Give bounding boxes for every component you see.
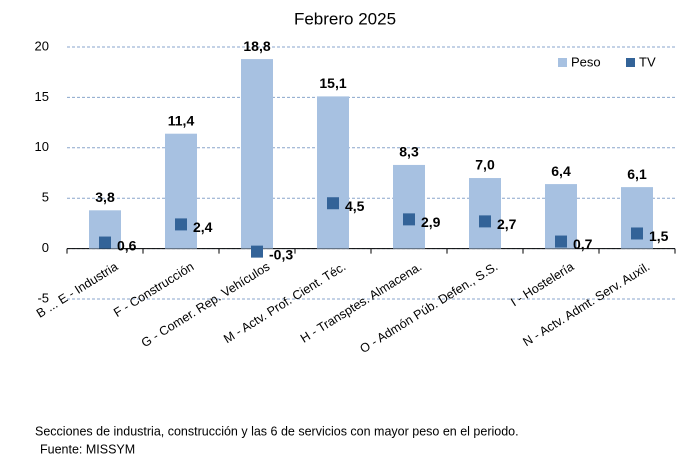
- legend-swatch: [558, 58, 567, 67]
- x-tick-label: O - Admón Púb. Defen., S.S.: [357, 259, 500, 356]
- tv-marker: [403, 213, 415, 226]
- bar-label: 7,0: [475, 157, 495, 173]
- y-tick-label: 20: [35, 38, 49, 53]
- y-tick-label: 0: [42, 240, 49, 255]
- bar: [393, 164, 425, 249]
- y-tick-label: 10: [35, 139, 49, 154]
- tv-marker: [175, 218, 187, 231]
- bar-label: 6,4: [551, 163, 571, 179]
- x-tick-label: M - Actv. Prof. Cient. Téc.: [221, 259, 348, 346]
- tv-marker: [251, 245, 263, 258]
- y-tick-label: -5: [37, 290, 49, 305]
- legend-label: Peso: [571, 54, 601, 69]
- tv-marker: [555, 235, 567, 248]
- bar-label: 18,8: [243, 38, 270, 54]
- chart-title: Febrero 2025: [294, 9, 396, 28]
- x-tick-label: I - Hostelería: [508, 259, 576, 309]
- legend-swatch: [626, 58, 635, 67]
- note: Fuente: MISSYM: [40, 442, 135, 456]
- tv-marker: [327, 197, 339, 210]
- tv-marker: [99, 236, 111, 249]
- tv-marker: [631, 227, 643, 240]
- bar-label: 3,8: [95, 189, 115, 205]
- note: Secciones de industria, construcción y l…: [35, 424, 519, 438]
- tv-marker: [479, 215, 491, 228]
- tv-label: 4,5: [345, 198, 365, 214]
- tv-label: 2,4: [193, 219, 213, 235]
- tv-label: -0,3: [269, 246, 293, 262]
- x-tick-label: H - Transptes. Almacena.: [298, 259, 424, 345]
- bar: [317, 96, 349, 249]
- tv-label: 0,6: [117, 237, 137, 253]
- x-tick-label: G - Comer. Rep. Vehículos: [139, 259, 273, 350]
- tv-label: 2,9: [421, 214, 441, 230]
- bar-label: 11,4: [168, 112, 195, 128]
- bar: [469, 178, 501, 249]
- y-tick-label: 15: [35, 89, 49, 104]
- bar-label: 15,1: [319, 75, 346, 91]
- bar-label: 8,3: [399, 144, 419, 160]
- x-tick-label: N - Actv. Admt. Serv. Auxil.: [520, 259, 652, 349]
- bar: [241, 59, 273, 249]
- tv-label: 1,5: [649, 228, 669, 244]
- legend-label: TV: [639, 54, 656, 69]
- y-tick-label: 5: [42, 190, 49, 205]
- tv-label: 2,7: [497, 216, 517, 232]
- bar-label: 6,1: [627, 166, 647, 182]
- tv-label: 0,7: [573, 236, 593, 252]
